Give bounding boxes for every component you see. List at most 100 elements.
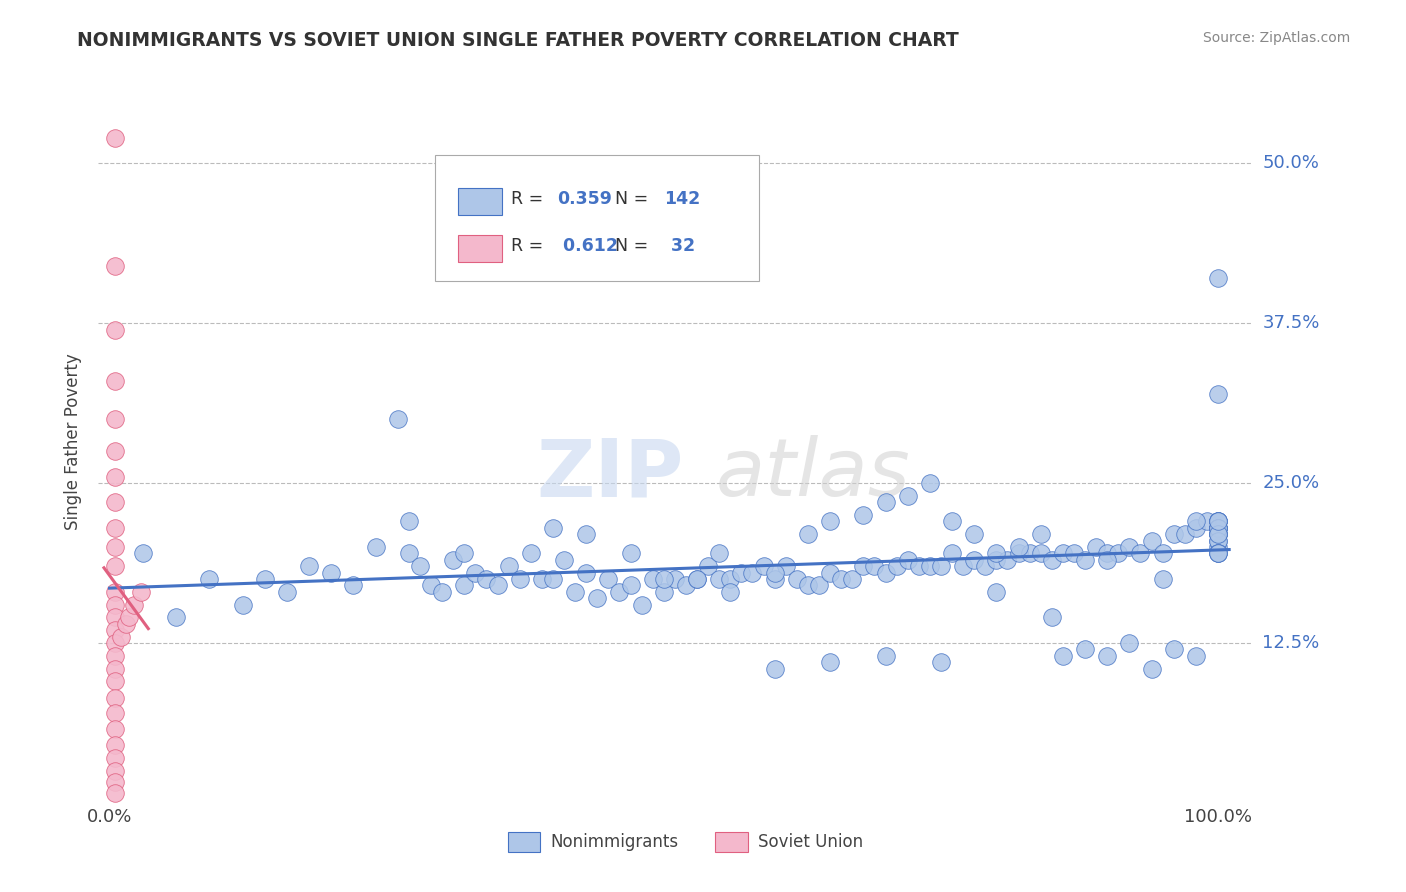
Point [104,540,127,554]
Text: R =: R = [512,191,548,209]
Point [104,775,127,789]
Point [1007,546,1029,560]
Point [104,374,127,388]
Point [475,572,498,586]
Point [1206,521,1229,535]
FancyBboxPatch shape [434,155,759,281]
Point [586,591,609,606]
Point [852,559,875,574]
Point [941,515,963,529]
Point [697,559,720,574]
Point [852,508,875,522]
Point [1074,553,1097,567]
Point [886,559,908,574]
Point [104,636,127,650]
Point [104,706,127,721]
Point [897,489,920,503]
Point [775,559,797,574]
Text: Source: ZipAtlas.com: Source: ZipAtlas.com [1202,31,1350,45]
Point [129,584,152,599]
Point [321,566,343,580]
Point [104,469,127,483]
Point [709,572,731,586]
Point [104,648,127,663]
Point [718,584,741,599]
Point [1206,386,1229,401]
Point [1018,546,1040,560]
Point [952,559,974,574]
Point [709,546,731,560]
Point [997,553,1019,567]
Point [1174,527,1197,541]
Point [763,661,786,675]
Point [1052,648,1074,663]
Point [104,412,127,426]
Point [929,559,952,574]
Y-axis label: Single Father Poverty: Single Father Poverty [65,353,83,530]
Point [398,515,420,529]
Point [104,495,127,509]
Point [1029,546,1052,560]
Point [398,546,420,560]
Point [1040,610,1063,624]
Point [342,578,364,592]
Point [541,521,564,535]
Point [430,584,453,599]
Text: N =: N = [614,191,654,209]
Point [1206,527,1229,541]
Point [986,584,1008,599]
Text: 25.0%: 25.0% [1263,475,1320,492]
Point [1206,515,1229,529]
Point [441,553,464,567]
Point [963,553,986,567]
Point [104,610,127,624]
Point [1097,553,1119,567]
Point [1140,533,1163,548]
Text: 32: 32 [665,237,695,255]
Point [409,559,432,574]
Point [132,546,155,560]
Point [986,553,1008,567]
Point [104,738,127,752]
Point [1206,540,1229,554]
Point [1029,527,1052,541]
Point [786,572,808,586]
Point [875,495,897,509]
Point [1052,546,1074,560]
Point [104,584,127,599]
Point [641,572,664,586]
Point [1118,540,1140,554]
Point [907,559,929,574]
Point [1206,527,1229,541]
Point [1107,546,1129,560]
Point [464,566,486,580]
Point [575,527,598,541]
Point [974,559,997,574]
FancyBboxPatch shape [458,188,502,215]
Text: ZIP: ZIP [537,435,683,513]
Point [1206,527,1229,541]
FancyBboxPatch shape [716,831,748,852]
Point [1206,546,1229,560]
Point [115,616,138,631]
Text: R =: R = [512,237,548,255]
Point [1206,515,1229,529]
Point [1206,546,1229,560]
Point [1129,546,1152,560]
Point [1152,572,1174,586]
Point [486,578,509,592]
Point [1185,648,1208,663]
Text: 37.5%: 37.5% [1263,314,1320,332]
Text: 50.0%: 50.0% [1263,154,1319,172]
Point [1185,515,1208,529]
Point [609,584,631,599]
Point [110,630,132,644]
Point [1195,515,1218,529]
Point [104,323,127,337]
Point [104,722,127,736]
Point [619,546,641,560]
Point [1163,642,1185,657]
FancyBboxPatch shape [508,831,540,852]
Point [1085,540,1108,554]
Point [1206,271,1229,285]
